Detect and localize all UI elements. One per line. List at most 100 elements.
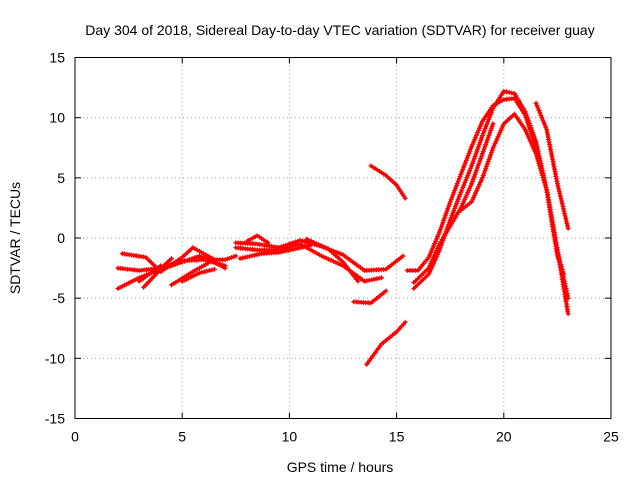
data-point-marker [265,240,271,246]
data-point-marker [477,140,483,146]
data-point-marker [559,198,565,204]
data-point-marker [436,243,441,249]
data-point-marker [563,216,569,221]
data-point-marker [492,140,498,146]
data-point-marker [488,125,494,131]
data-point-marker [530,130,536,135]
x-tick-label: 20 [496,429,512,445]
data-point-marker [462,160,468,166]
data-point-marker [489,123,495,129]
data-point-marker [313,241,319,246]
data-point-marker [468,165,474,171]
data-point-marker [379,275,385,281]
data-point-marker [479,175,485,181]
data-point-marker [486,156,492,162]
data-point-marker [320,244,326,250]
data-point-marker [479,133,485,139]
data-point-marker [445,206,451,212]
data-point-marker [308,238,314,244]
data-point-marker [565,225,571,231]
data-point-marker [475,162,481,168]
data-point-marker [488,149,494,155]
data-point-marker [471,156,477,162]
data-point-marker [557,191,563,197]
data-point-marker [469,181,475,187]
data-point-marker [531,146,537,152]
series-track-l [244,233,271,246]
data-point-marker [426,271,432,277]
data-point-marker [473,134,478,140]
data-point-marker [484,121,490,127]
data-point-marker [295,242,301,248]
data-point-marker [402,319,408,325]
data-point-marker [501,88,507,94]
data-point-marker [117,285,123,290]
data-point-marker [128,279,134,285]
data-point-marker [467,185,473,191]
data-point-marker [447,199,453,205]
data-point-marker [485,135,491,141]
data-point-marker [459,203,465,209]
data-point-marker [470,197,476,203]
data-point-marker [558,196,564,202]
data-point-marker [540,175,546,181]
data-point-marker [449,212,455,218]
data-point-marker [433,238,439,244]
data-point-marker [487,130,493,136]
data-point-marker [430,256,436,262]
data-point-marker [542,182,548,188]
data-point-marker [559,267,565,273]
data-point-marker [470,176,476,182]
data-point-marker [562,213,568,219]
data-point-marker [435,245,440,251]
data-point-marker [537,165,543,171]
data-point-marker [220,262,226,268]
data-point-marker [298,245,304,251]
data-point-marker [461,198,467,204]
data-point-marker [466,187,472,193]
data-point-marker [237,256,243,261]
data-point-marker [244,254,250,260]
data-point-marker [554,181,560,187]
data-point-marker [560,206,566,212]
data-point-marker [371,276,377,282]
data-point-marker [437,227,443,233]
data-point-marker [335,261,341,266]
data-point-marker [530,144,536,150]
axis-ticks: 0 5 10 15 20 25 -15 -10 -5 0 5 10 15 [45,50,619,445]
data-point-marker [522,127,528,133]
data-point-marker [204,268,210,274]
data-point-marker [432,252,438,258]
data-point-marker [536,160,542,166]
data-point-marker [458,189,464,195]
data-point-marker [438,224,444,230]
x-axis-label: GPS time / hours [287,459,394,475]
data-point-marker [523,111,529,117]
data-point-marker [328,257,334,263]
data-point-marker [469,199,475,205]
data-point-marker [457,192,463,198]
y-tick-label: -5 [53,290,66,306]
data-point-marker [486,132,492,138]
data-point-marker [538,168,544,174]
series-track-r [411,121,496,285]
data-point-marker [196,270,202,276]
data-point-marker [338,262,344,268]
data-point-marker [326,256,332,262]
data-point-marker [462,180,468,186]
data-point-marker [479,135,484,141]
data-point-marker [485,119,491,125]
series-track-g [179,266,217,284]
data-point-marker [542,122,548,128]
data-point-marker [464,192,470,198]
data-point-marker [499,125,505,131]
data-point-marker [333,260,339,265]
data-point-marker [427,269,433,275]
data-point-marker [437,229,442,235]
data-point-marker [469,144,475,149]
data-point-marker [554,253,560,259]
data-point-marker [526,118,531,124]
data-point-marker [556,258,562,264]
data-point-marker [181,277,187,283]
